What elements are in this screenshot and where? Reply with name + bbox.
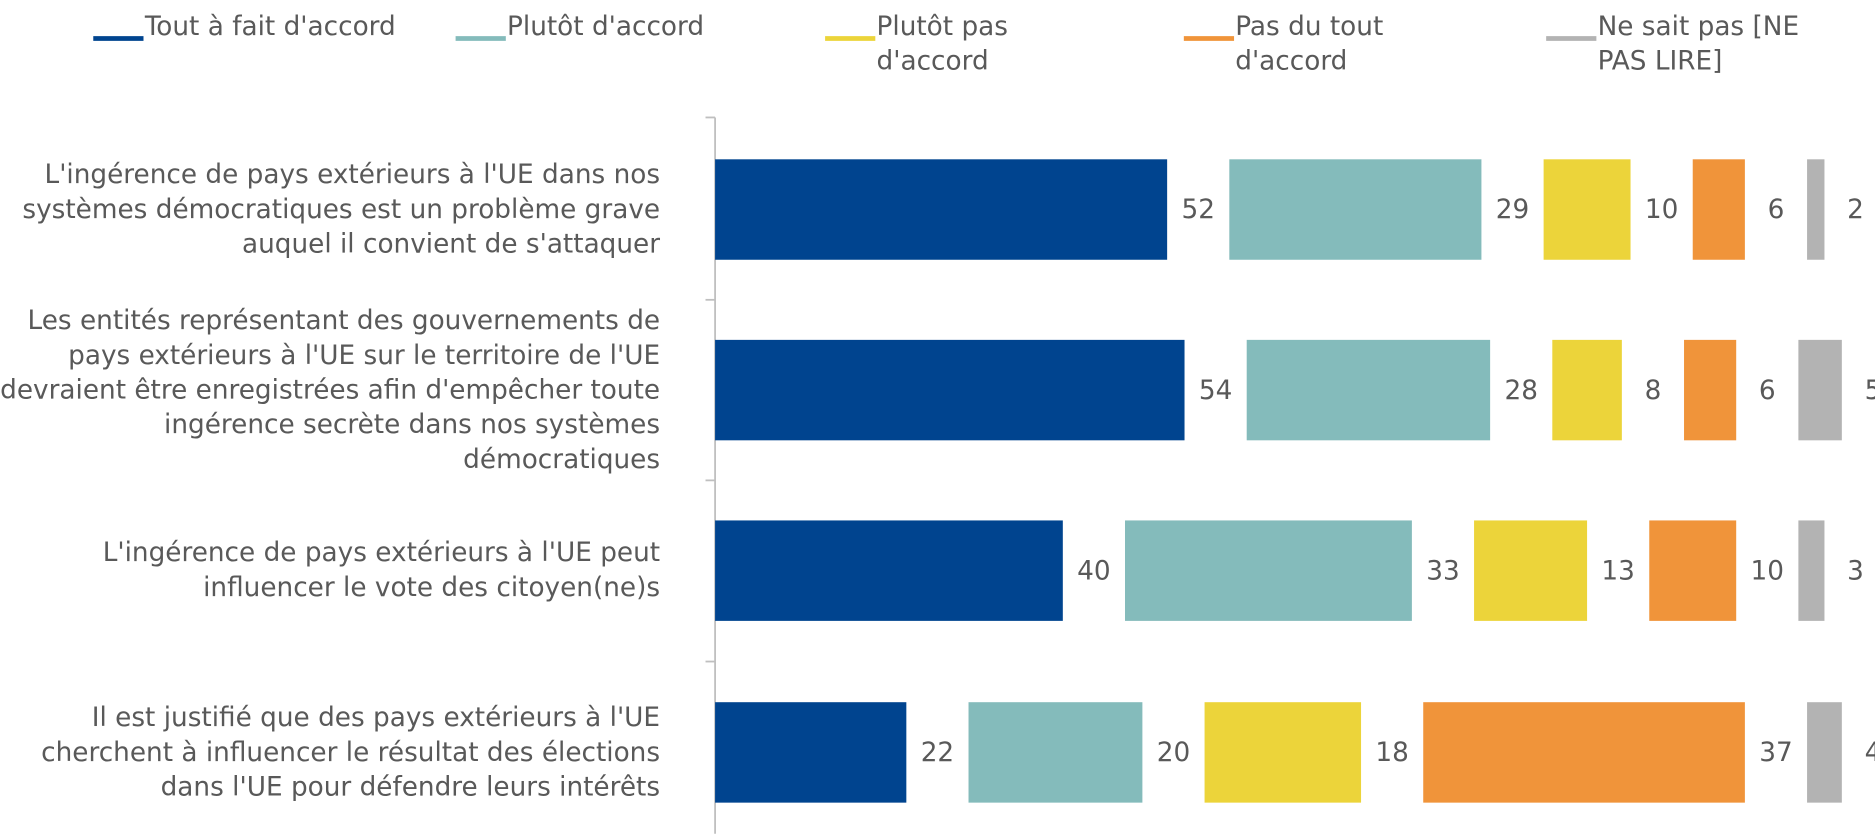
value-label: 54 — [1199, 376, 1232, 406]
bar-segment — [968, 702, 1143, 803]
bar-segment — [1125, 520, 1412, 621]
bar-segment — [1807, 159, 1825, 260]
category-label-box: L'ingérence de pays extérieurs à l'UE pe… — [102, 538, 661, 603]
value-label: 6 — [1768, 195, 1785, 225]
category-label-box: L'ingérence de pays extérieurs à l'UE da… — [22, 159, 661, 260]
bar-segment — [1807, 702, 1842, 803]
legend-label: Plutôt pas d'accord — [876, 12, 1008, 77]
bar-segment — [715, 339, 1185, 441]
bar-segment — [1543, 159, 1631, 260]
bar-segment — [1649, 520, 1737, 621]
legend-label: Plutôt d'accord — [507, 12, 705, 43]
value-label: 22 — [921, 738, 954, 768]
bar-segment — [1692, 159, 1745, 260]
value-label: 3 — [1847, 556, 1864, 586]
bar-segment — [1246, 339, 1491, 441]
category-label: L'ingérence de pays extérieurs à l'UE pe… — [102, 538, 661, 603]
bar-segment — [1798, 339, 1842, 441]
value-label: 13 — [1601, 556, 1634, 586]
category-label: Les entités représentant des gouvernemen… — [0, 305, 661, 475]
bar-segment — [1552, 339, 1622, 441]
value-label: 20 — [1157, 738, 1190, 768]
value-label: 28 — [1504, 376, 1537, 406]
bar-segment — [715, 702, 907, 803]
value-label: 10 — [1751, 556, 1784, 586]
bar-segment — [1798, 520, 1825, 621]
value-label: 10 — [1645, 195, 1678, 225]
bar-segment — [715, 520, 1063, 621]
value-label: 18 — [1375, 738, 1408, 768]
bar-segment — [1204, 702, 1362, 803]
legend-label-box: Ne sait pas [NE PAS LIRE] — [1597, 12, 1800, 77]
legend-label-box: Plutôt pas d'accord — [876, 12, 1008, 77]
value-label: 29 — [1496, 195, 1529, 225]
legend-label: Ne sait pas [NE PAS LIRE] — [1597, 12, 1800, 77]
bar-segment — [1423, 702, 1745, 803]
category-label-box: Les entités représentant des gouvernemen… — [0, 305, 661, 475]
value-label: 37 — [1759, 738, 1792, 768]
category-label-box: Il est justifié que des pays extérieurs … — [41, 702, 661, 803]
category-label: L'ingérence de pays extérieurs à l'UE da… — [22, 159, 661, 260]
value-label: 8 — [1645, 376, 1662, 406]
value-label: 4 — [1865, 738, 1875, 768]
bar-segment — [1474, 520, 1588, 621]
value-label: 2 — [1847, 195, 1864, 225]
legend-label-box: Plutôt d'accord — [507, 12, 705, 43]
value-label: 40 — [1077, 556, 1110, 586]
bar-segment — [1684, 339, 1737, 441]
value-label: 33 — [1426, 556, 1459, 586]
legend-label: Pas du tout d'accord — [1235, 12, 1384, 77]
category-label: Il est justifié que des pays extérieurs … — [41, 702, 661, 803]
value-label: 52 — [1181, 195, 1214, 225]
bar-segment — [1229, 159, 1482, 260]
value-label: 6 — [1759, 376, 1776, 406]
legend-label-box: Pas du tout d'accord — [1235, 12, 1384, 77]
value-label: 5 — [1865, 376, 1875, 406]
legend-label-box: Tout à fait d'accord — [144, 12, 396, 43]
bar-segment — [715, 159, 1168, 260]
legend-label: Tout à fait d'accord — [144, 12, 396, 43]
